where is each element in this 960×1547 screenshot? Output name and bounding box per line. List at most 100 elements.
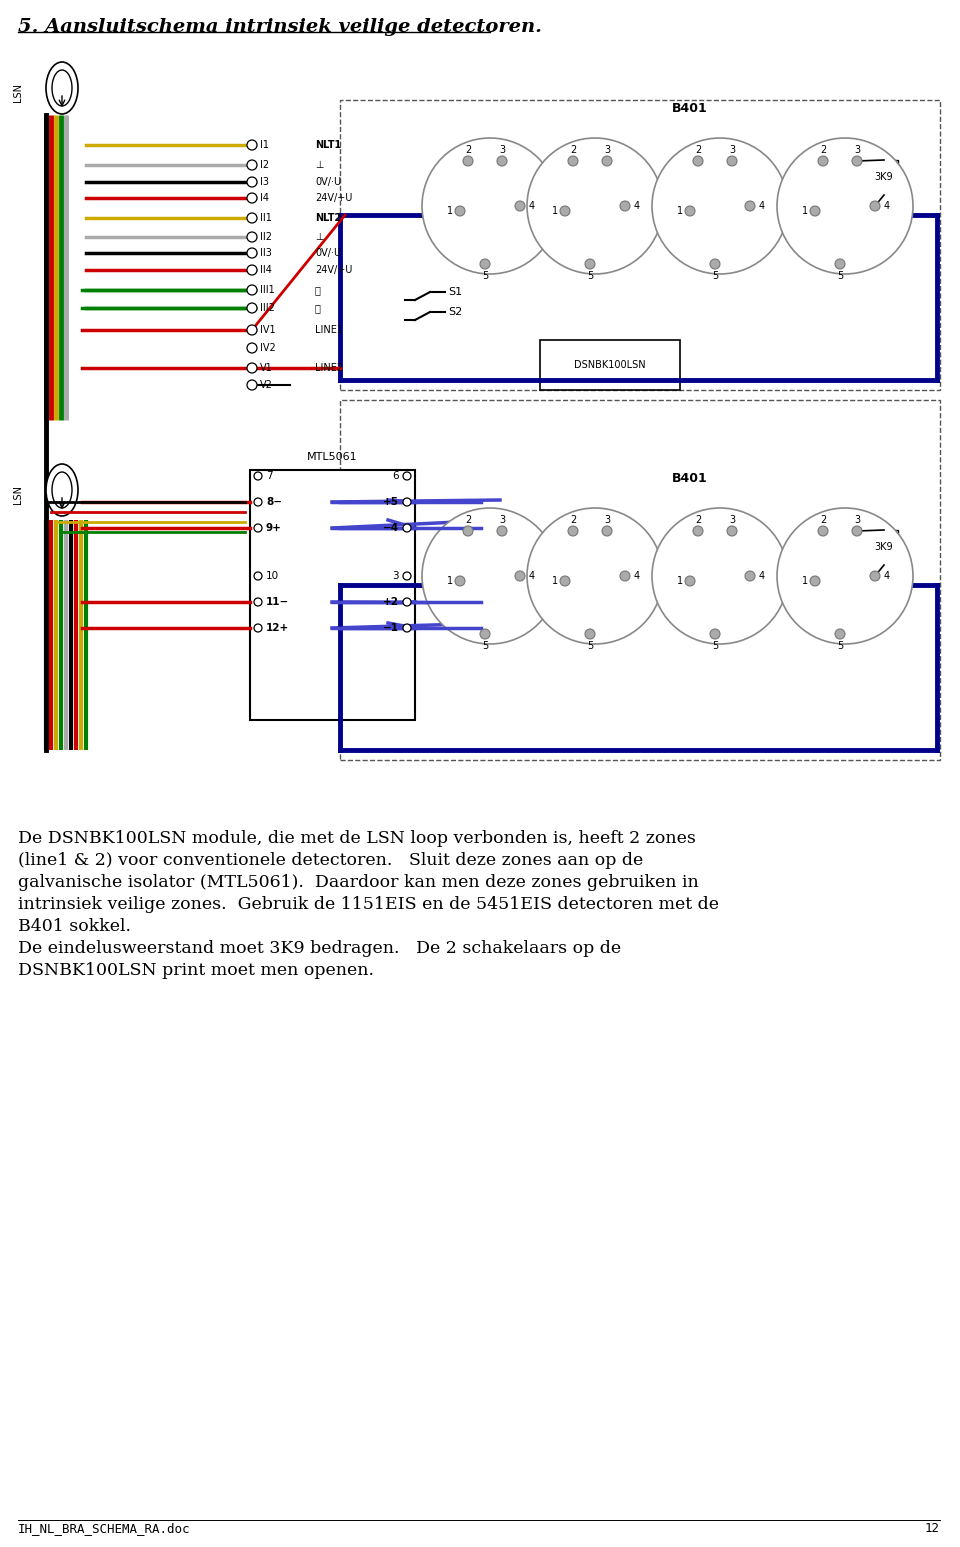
Text: 4: 4 — [634, 201, 640, 210]
Circle shape — [422, 138, 558, 274]
Circle shape — [403, 498, 411, 506]
Circle shape — [254, 572, 262, 580]
Circle shape — [247, 285, 257, 295]
Text: 3: 3 — [393, 571, 399, 582]
Text: −4: −4 — [383, 523, 399, 534]
Text: 4: 4 — [759, 571, 765, 582]
Text: 6: 6 — [393, 470, 399, 481]
Circle shape — [515, 571, 525, 582]
Circle shape — [247, 159, 257, 170]
Text: 5. Aansluitschema intrinsiek veilige detectoren.: 5. Aansluitschema intrinsiek veilige det… — [18, 19, 541, 36]
Circle shape — [455, 206, 465, 217]
Text: 3: 3 — [604, 145, 610, 155]
Text: 5: 5 — [712, 271, 718, 282]
Text: ⊥: ⊥ — [315, 159, 324, 170]
Circle shape — [602, 156, 612, 166]
Circle shape — [254, 599, 262, 606]
Text: intrinsiek veilige zones.  Gebruik de 1151EIS en de 5451EIS detectoren met de: intrinsiek veilige zones. Gebruik de 115… — [18, 896, 719, 913]
Circle shape — [455, 575, 465, 586]
Text: 24V/+U: 24V/+U — [315, 265, 352, 275]
Text: B401: B401 — [672, 102, 708, 114]
Text: I1: I1 — [260, 139, 269, 150]
Text: ⏚: ⏚ — [315, 303, 321, 312]
Circle shape — [247, 193, 257, 203]
Circle shape — [403, 524, 411, 532]
Bar — [250, 470, 415, 719]
Text: MTL5061: MTL5061 — [307, 452, 358, 463]
Circle shape — [403, 599, 411, 606]
Text: 3: 3 — [604, 515, 610, 524]
Circle shape — [745, 201, 755, 210]
Text: LINE1: LINE1 — [315, 325, 343, 336]
Circle shape — [254, 623, 262, 633]
Text: 4: 4 — [634, 571, 640, 582]
Text: 2: 2 — [465, 145, 471, 155]
Circle shape — [710, 258, 720, 269]
Text: NLT2: NLT2 — [315, 213, 341, 223]
Circle shape — [560, 575, 570, 586]
Text: 3: 3 — [729, 515, 735, 524]
Text: 12+: 12+ — [266, 623, 289, 633]
Circle shape — [247, 343, 257, 353]
Text: 4: 4 — [884, 201, 890, 210]
Bar — [870, 531, 898, 565]
Text: 3: 3 — [729, 145, 735, 155]
Circle shape — [254, 524, 262, 532]
Text: 1: 1 — [677, 575, 684, 586]
Circle shape — [403, 572, 411, 580]
Circle shape — [870, 201, 880, 210]
Text: 2: 2 — [820, 145, 827, 155]
Text: I3: I3 — [260, 176, 269, 187]
Circle shape — [585, 630, 595, 639]
Text: 0V/·U: 0V/·U — [315, 176, 341, 187]
Circle shape — [652, 138, 788, 274]
Text: II3: II3 — [260, 248, 272, 258]
Circle shape — [620, 201, 630, 210]
Text: I2: I2 — [260, 159, 269, 170]
Circle shape — [247, 381, 257, 390]
Text: 3: 3 — [854, 145, 860, 155]
Circle shape — [685, 575, 695, 586]
Text: 4: 4 — [529, 571, 535, 582]
Text: 1: 1 — [447, 575, 453, 586]
Circle shape — [585, 258, 595, 269]
Text: II1: II1 — [260, 213, 272, 223]
Text: IV1: IV1 — [260, 325, 276, 336]
Text: De DSNBK100LSN module, die met de LSN loop verbonden is, heeft 2 zones: De DSNBK100LSN module, die met de LSN lo… — [18, 831, 696, 848]
Text: II2: II2 — [260, 232, 272, 241]
Text: 11−: 11− — [266, 597, 289, 606]
Text: 1: 1 — [447, 206, 453, 217]
Text: 0V/·U: 0V/·U — [315, 248, 341, 258]
Text: 5: 5 — [482, 271, 488, 282]
Circle shape — [527, 507, 663, 644]
Text: DSNBK100LSN: DSNBK100LSN — [574, 360, 646, 370]
Circle shape — [480, 258, 490, 269]
Circle shape — [254, 472, 262, 480]
Text: II4: II4 — [260, 265, 272, 275]
Circle shape — [693, 526, 703, 535]
Circle shape — [810, 575, 820, 586]
Circle shape — [247, 213, 257, 223]
Text: S1: S1 — [448, 288, 462, 297]
Circle shape — [727, 156, 737, 166]
Circle shape — [254, 498, 262, 506]
Circle shape — [810, 206, 820, 217]
Circle shape — [568, 156, 578, 166]
Bar — [340, 101, 940, 390]
Text: 2: 2 — [695, 515, 701, 524]
Circle shape — [480, 630, 490, 639]
Text: V2: V2 — [260, 381, 273, 390]
Circle shape — [515, 201, 525, 210]
Circle shape — [527, 138, 663, 274]
Text: LSN: LSN — [13, 486, 23, 504]
Bar — [870, 159, 898, 195]
Text: 24V/+U: 24V/+U — [315, 193, 352, 203]
Circle shape — [247, 303, 257, 312]
Circle shape — [247, 176, 257, 187]
Circle shape — [497, 526, 507, 535]
Text: ⊥: ⊥ — [315, 232, 324, 241]
Text: 1: 1 — [802, 206, 808, 217]
Text: 5: 5 — [712, 640, 718, 651]
Text: 12: 12 — [925, 1522, 940, 1535]
Text: LINE2: LINE2 — [315, 364, 343, 373]
